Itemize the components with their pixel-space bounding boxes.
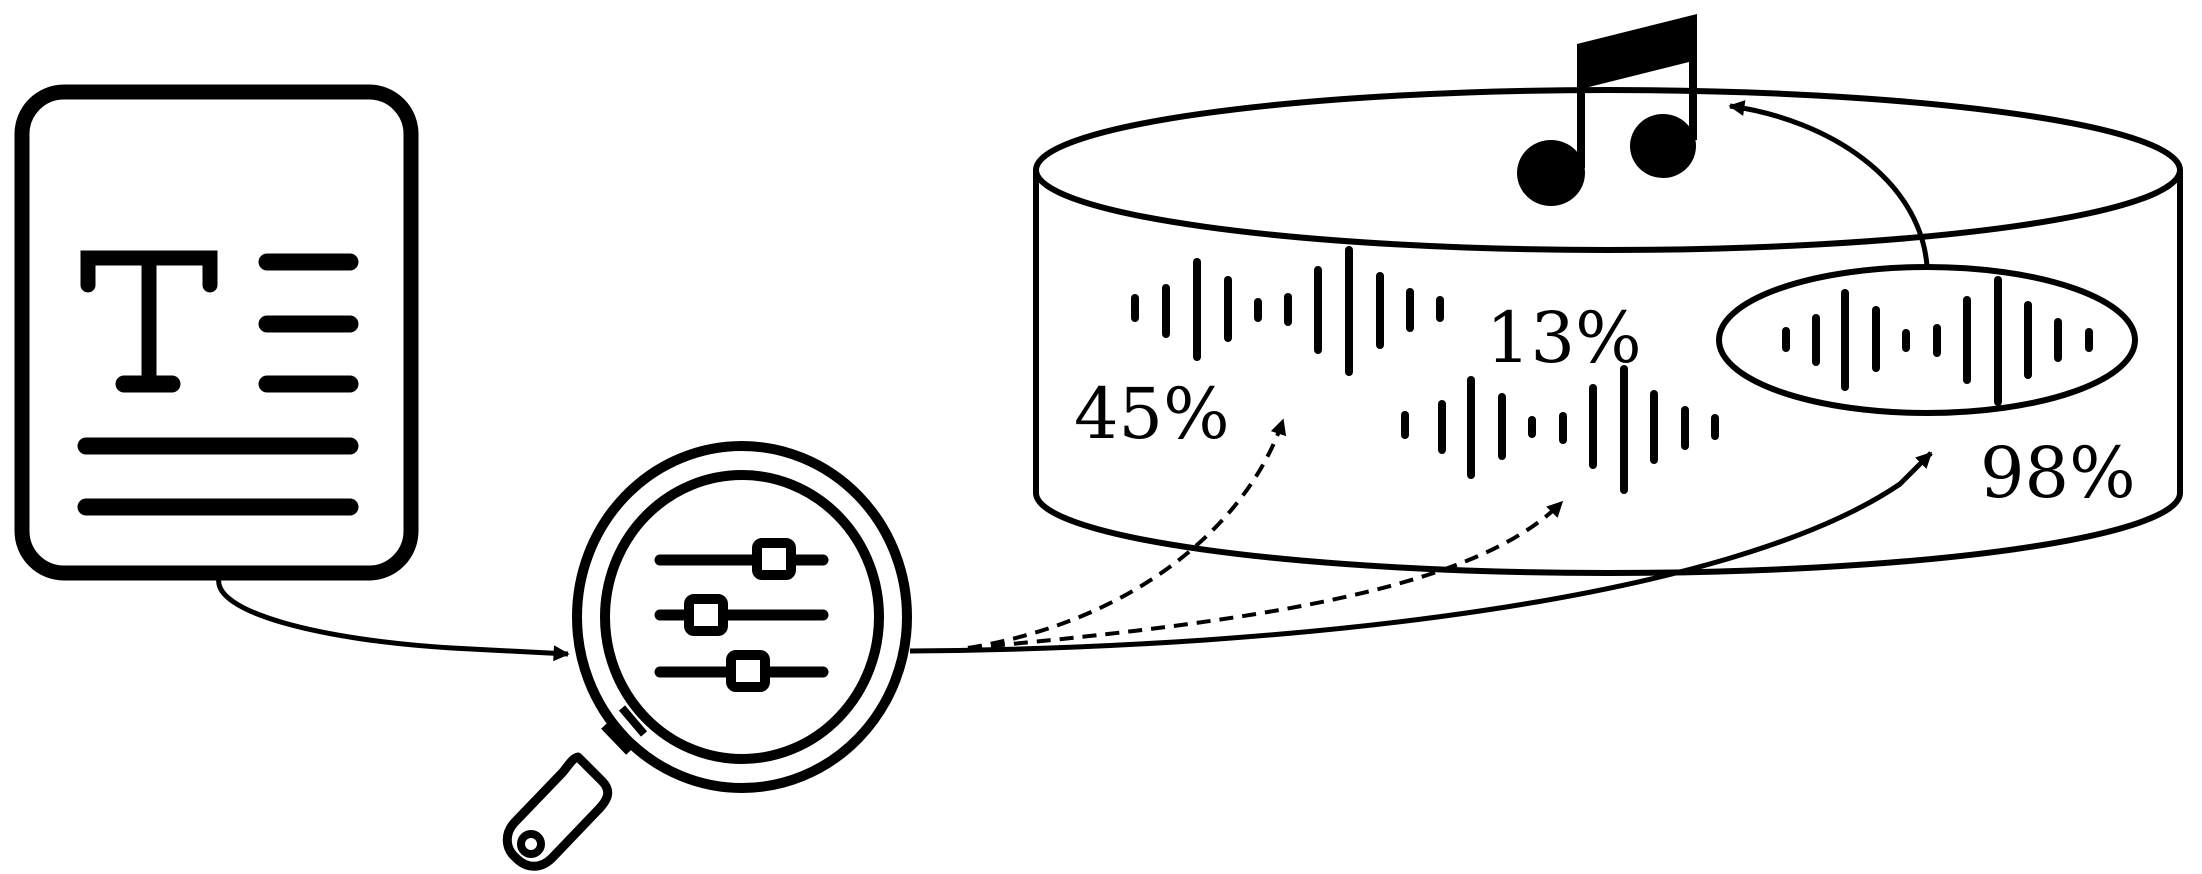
filter-sliders-icon — [654, 538, 829, 692]
text-document-icon — [14, 84, 419, 581]
score-label-right: 98% — [1980, 432, 2136, 514]
score-label-middle: 13% — [1486, 297, 1642, 379]
magnifier-with-sliders-icon — [502, 441, 912, 871]
document-to-search-arrow — [216, 577, 570, 662]
audio-database-cylinder — [1033, 87, 2183, 576]
music-note-icon — [1517, 14, 1697, 206]
magnifier-handle — [502, 752, 613, 871]
score-label-left: 45% — [1074, 373, 1230, 455]
search-to-best-match-arrow — [909, 451, 1933, 654]
text-lines — [77, 253, 359, 516]
audio-waveform-left — [1131, 246, 1444, 376]
best-match-to-music-arrow — [1728, 100, 1930, 267]
text-type-glyph — [80, 250, 218, 393]
audio-waveform-right-highlighted — [1716, 264, 2138, 416]
search-to-middle-candidate-arrow — [967, 500, 1564, 650]
audio-waveform-middle — [1401, 365, 1719, 494]
